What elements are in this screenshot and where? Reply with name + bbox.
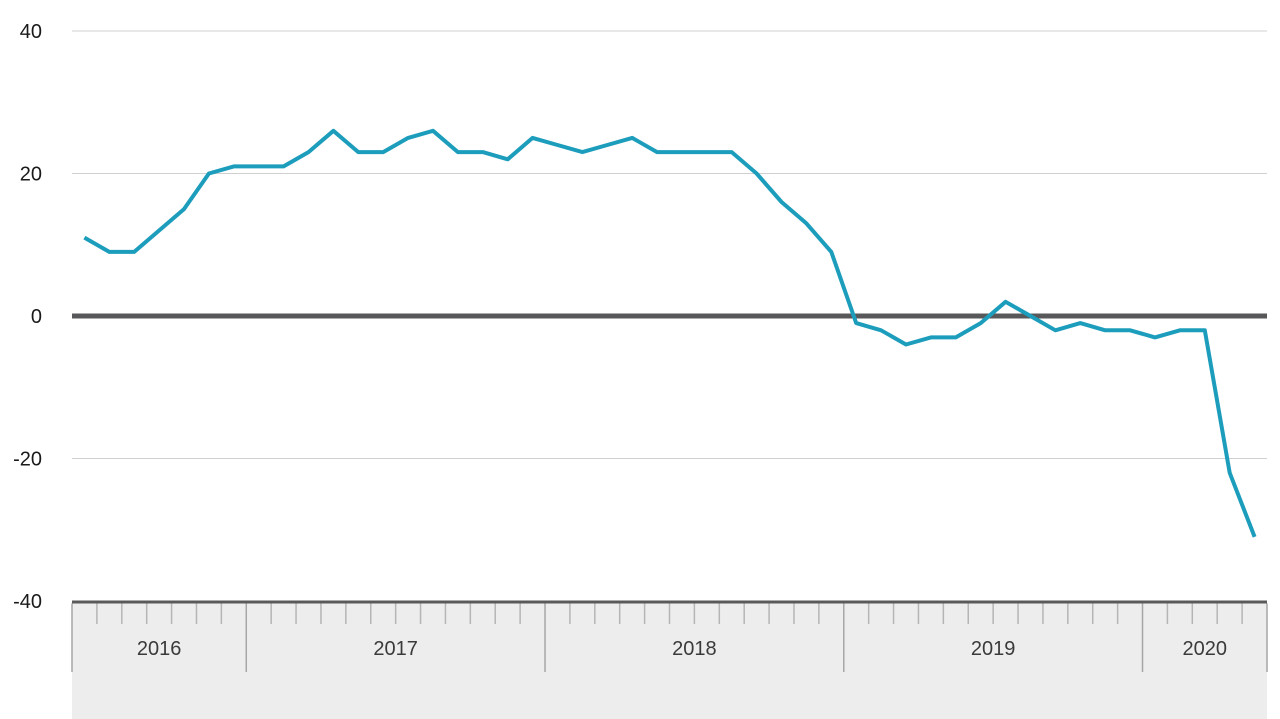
y-axis-label: -40	[13, 591, 42, 613]
x-axis-year-label: 2018	[672, 638, 717, 660]
x-axis-year-label: 2017	[373, 638, 418, 660]
y-axis-label: -20	[13, 449, 42, 471]
x-axis-year-label: 2019	[971, 638, 1016, 660]
y-axis-label: 0	[31, 306, 42, 328]
y-axis-label: 40	[20, 21, 42, 43]
y-axis-label: 20	[20, 164, 42, 186]
x-axis-year-label: 2016	[137, 638, 182, 660]
x-axis-year-label: 2020	[1183, 638, 1228, 660]
data-line-series	[83, 128, 1257, 538]
